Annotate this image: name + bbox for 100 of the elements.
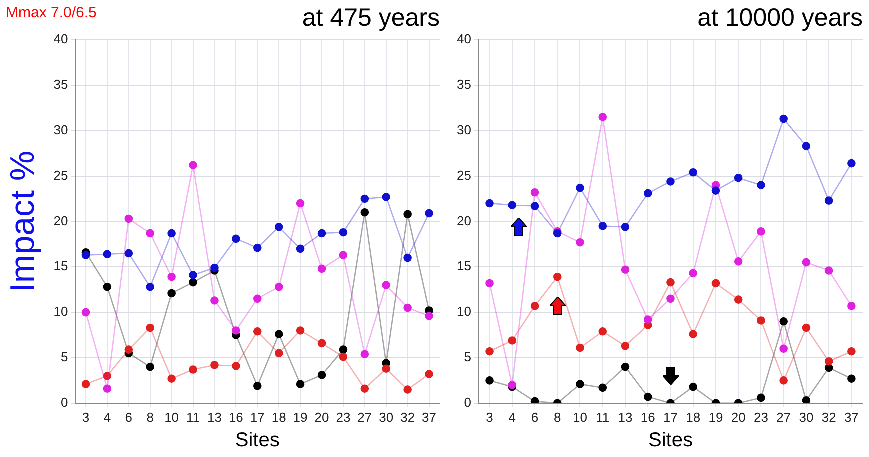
y-tick-label: 15 — [54, 258, 68, 274]
point — [318, 229, 326, 238]
point — [734, 174, 743, 182]
y-axis-title: Impact % — [4, 150, 42, 293]
x-tick-label: 30 — [799, 410, 814, 425]
point — [644, 392, 652, 402]
x-tick-label: 27 — [776, 410, 792, 425]
x-tick-label: 20 — [314, 410, 330, 425]
point — [802, 258, 811, 267]
point — [232, 234, 240, 244]
point — [780, 114, 788, 124]
x-tick-label: 18 — [686, 410, 701, 425]
point — [530, 302, 540, 310]
point — [712, 186, 720, 195]
point — [404, 254, 412, 262]
point — [666, 294, 675, 304]
point — [360, 384, 370, 394]
x-tick-label: 4 — [104, 410, 112, 425]
point — [666, 178, 675, 186]
point — [253, 294, 262, 304]
point — [598, 384, 608, 392]
point — [425, 370, 434, 378]
point — [339, 352, 348, 362]
point — [146, 362, 155, 372]
x-tick-label: 13 — [618, 410, 633, 425]
point — [508, 201, 517, 210]
point — [82, 251, 90, 260]
point — [382, 364, 391, 374]
point — [508, 336, 517, 345]
point — [757, 394, 766, 402]
chart-title: at 10000 years — [698, 4, 863, 32]
point — [339, 346, 348, 354]
point — [103, 282, 112, 292]
y-tick-label: 35 — [54, 77, 68, 92]
x-axis-title: Sites — [648, 430, 693, 452]
point — [848, 347, 856, 356]
point — [598, 222, 608, 230]
point — [168, 272, 176, 282]
point — [576, 380, 584, 388]
point — [598, 327, 608, 336]
y-tick-label: 10 — [456, 304, 472, 320]
point — [339, 228, 348, 237]
point — [274, 223, 284, 232]
point — [296, 199, 305, 208]
point — [780, 344, 788, 354]
y-tick-label: 40 — [54, 32, 68, 47]
point — [848, 374, 856, 384]
point — [103, 372, 112, 380]
x-tick-label: 13 — [207, 410, 222, 425]
x-tick-label: 19 — [293, 410, 308, 425]
point — [168, 229, 176, 238]
point — [382, 193, 391, 202]
y-tick-label: 30 — [54, 122, 68, 138]
point — [360, 208, 370, 217]
point — [576, 344, 584, 352]
x-tick-label: 32 — [822, 410, 836, 425]
x-tick-label: 23 — [754, 410, 768, 425]
point — [802, 324, 811, 332]
point — [232, 362, 240, 370]
y-tick-label: 0 — [464, 394, 472, 410]
x-tick-label: 37 — [844, 410, 859, 425]
point — [168, 289, 176, 298]
y-tick-label: 25 — [54, 168, 68, 183]
point — [621, 223, 630, 232]
point — [124, 346, 134, 354]
point — [621, 362, 630, 372]
point — [757, 228, 766, 236]
x-tick-label: 6 — [531, 410, 539, 425]
point — [253, 382, 262, 390]
x-tick-label: 17 — [250, 410, 265, 425]
point — [189, 366, 198, 374]
x-tick-label: 16 — [228, 410, 244, 425]
text: Mmax 7.0/6.5 — [6, 4, 97, 22]
x-tick-label: 11 — [596, 410, 610, 425]
point — [486, 199, 494, 208]
y-tick-label: 30 — [456, 122, 472, 138]
x-tick-label: 8 — [146, 410, 154, 425]
point — [802, 396, 811, 404]
point — [360, 350, 370, 358]
point — [621, 266, 630, 274]
point — [425, 209, 434, 218]
point — [296, 326, 305, 335]
point — [802, 142, 811, 150]
point — [824, 357, 834, 366]
point — [274, 349, 284, 358]
x-tick-label: 23 — [336, 410, 351, 425]
point — [598, 113, 608, 122]
y-tick-label: 15 — [456, 258, 472, 274]
x-tick-label: 3 — [82, 410, 90, 425]
point — [232, 326, 240, 335]
point — [644, 316, 652, 324]
point — [146, 282, 155, 292]
x-axis-title: Sites — [235, 430, 280, 452]
point — [666, 278, 675, 287]
point — [210, 296, 219, 305]
point — [486, 376, 494, 385]
x-tick-label: 10 — [573, 410, 588, 425]
x-tick-label: 30 — [379, 410, 394, 425]
point — [530, 397, 540, 404]
point — [553, 272, 562, 282]
